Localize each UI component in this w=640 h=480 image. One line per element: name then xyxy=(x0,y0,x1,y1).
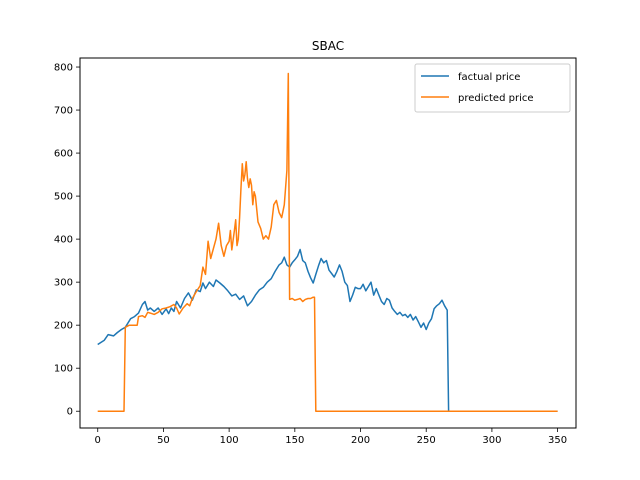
x-tick-label: 350 xyxy=(548,435,567,446)
x-tick-label: 200 xyxy=(351,435,370,446)
y-tick-label: 500 xyxy=(54,192,73,203)
y-tick-label: 300 xyxy=(54,278,73,289)
y-tick-label: 600 xyxy=(54,149,73,160)
y-tick-label: 800 xyxy=(54,63,73,74)
legend-label-2: predicted price xyxy=(458,93,534,104)
legend-label-1: factual price xyxy=(458,72,520,83)
x-tick-label: 50 xyxy=(157,435,170,446)
x-tick-label: 250 xyxy=(417,435,436,446)
x-tick-label: 100 xyxy=(220,435,239,446)
x-axis: 0 50 100 150 200 250 300 350 xyxy=(95,428,567,446)
series-line-2 xyxy=(97,72,558,412)
y-tick-label: 400 xyxy=(54,235,73,246)
x-tick-label: 300 xyxy=(482,435,501,446)
x-tick-label: 0 xyxy=(95,435,101,446)
y-tick-label: 200 xyxy=(54,321,73,332)
series-line-1 xyxy=(97,248,558,412)
y-tick-label: 700 xyxy=(54,106,73,117)
y-tick-label: 0 xyxy=(67,407,73,418)
plot-frame xyxy=(79,57,577,429)
series-layer xyxy=(97,72,558,412)
legend: factual price predicted price xyxy=(414,63,571,113)
legend-box xyxy=(414,63,571,113)
chart-title: SBAC xyxy=(312,39,344,53)
y-tick-label: 100 xyxy=(54,364,73,375)
y-axis: 0 100 200 300 400 500 600 700 800 xyxy=(54,63,80,418)
x-tick-label: 150 xyxy=(285,435,304,446)
